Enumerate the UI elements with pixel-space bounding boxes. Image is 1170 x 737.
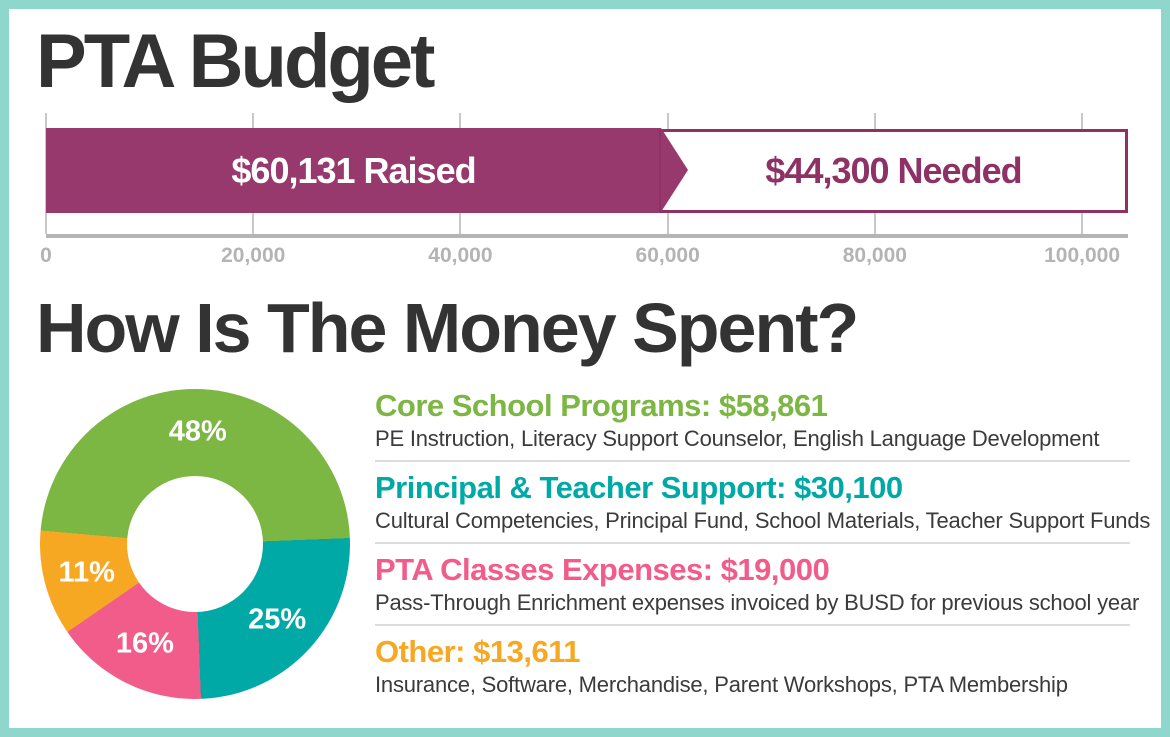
legend-divider (375, 460, 1130, 462)
page-title: PTA Budget (36, 19, 435, 104)
legend-item-principal-teacher-support: Principal & Teacher Support: $30,100 Cul… (375, 470, 1151, 534)
donut-chart: 48% 25% 16% 11% (40, 389, 350, 699)
donut-percent-label: 48% (168, 415, 227, 448)
legend-description: Cultural Competencies, Principal Fund, S… (375, 508, 1151, 533)
raised-arrow-icon (661, 128, 688, 212)
spending-legend: Core School Programs: $58,861 PE Instruc… (375, 389, 1151, 698)
raised-bar-segment (46, 128, 661, 213)
legend-heading: Core School Programs: $58,861 (375, 388, 828, 423)
legend-heading: PTA Classes Expenses: $19,000 (375, 552, 830, 587)
legend-heading: Principal & Teacher Support: $30,100 (375, 470, 903, 505)
legend-description: PE Instruction, Literacy Support Counsel… (375, 426, 1100, 451)
donut-percent-label: 11% (58, 556, 115, 589)
axis-tick-label: 20,000 (221, 244, 286, 267)
axis-tick-label: 0 (40, 244, 52, 267)
donut-percent-label: 25% (248, 603, 307, 636)
needed-value-label: $44,300 Needed (765, 150, 1022, 191)
legend-heading: Other: $13,611 (375, 634, 580, 669)
section-title: How Is The Money Spent? (36, 289, 859, 367)
legend-divider (375, 542, 1130, 544)
legend-description: Pass-Through Enrichment expenses invoice… (375, 590, 1140, 615)
legend-divider (375, 624, 1130, 626)
x-axis-line (46, 234, 1128, 238)
axis-tick-label: 40,000 (428, 244, 493, 267)
axis-tick-label: 80,000 (842, 244, 907, 267)
donut-hole (127, 476, 263, 612)
legend-item-pta-classes-expenses: PTA Classes Expenses: $19,000 Pass-Throu… (375, 552, 1140, 616)
legend-item-core-school-programs: Core School Programs: $58,861 PE Instruc… (375, 389, 1130, 452)
axis-tick-label: 100,000 (1044, 244, 1121, 267)
legend-item-other: Other: $13,611 Insurance, Software, Merc… (375, 635, 1130, 698)
donut-percent-label: 16% (115, 627, 174, 660)
axis-tick-label: 60,000 (635, 244, 700, 267)
legend-description: Insurance, Software, Merchandise, Parent… (375, 672, 1068, 697)
budget-bar-chart: $44,300 Needed $60,131 Raised 0 20,000 4… (40, 110, 1128, 275)
raised-value-label: $60,131 Raised (231, 149, 476, 191)
needed-bar-segment: $44,300 Needed (659, 129, 1128, 213)
